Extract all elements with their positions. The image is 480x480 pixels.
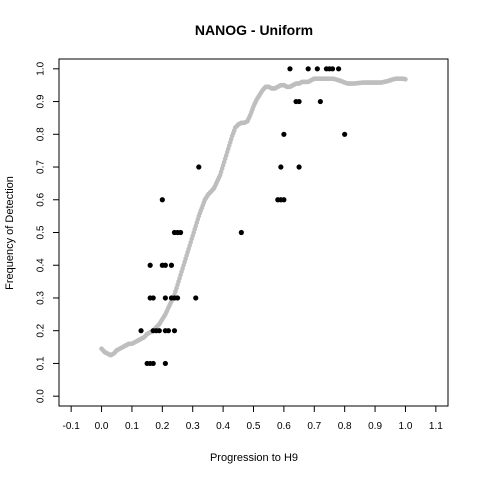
data-point	[296, 164, 302, 170]
data-point	[159, 197, 165, 203]
data-point	[156, 328, 162, 334]
y-tick-label: 0.5	[36, 225, 47, 239]
curve-point	[403, 76, 408, 82]
x-tick-label: 1.1	[429, 421, 443, 432]
data-point	[335, 66, 342, 72]
y-tick-label: 0.4	[36, 258, 47, 272]
y-tick-label: 0.0	[36, 389, 47, 403]
x-tick-label: 1.0	[399, 421, 413, 432]
x-tick-label: 0.3	[186, 421, 200, 432]
y-axis: 0.0 0.1 0.2 0.3 0.4 0.5 0.6 0.7 0.8 0.9 1.0	[36, 61, 59, 403]
data-point	[162, 295, 168, 301]
x-axis: -0.1 0.0 0.1 0.2 0.3 0.4 0.5 0.6 0.7 0.8 0.9 1.0 1.1	[63, 406, 443, 432]
data-point	[150, 360, 156, 367]
x-tick-label: 0.6	[277, 421, 291, 432]
data-point	[281, 131, 287, 137]
data-point	[174, 295, 181, 301]
data-point	[281, 197, 287, 203]
data-point	[147, 262, 153, 268]
y-tick-label: 0.9	[36, 94, 47, 108]
data-point	[342, 131, 348, 137]
data-point	[171, 328, 178, 334]
data-point	[168, 262, 175, 268]
y-tick-label: 0.6	[36, 192, 47, 206]
x-tick-label: 0.2	[155, 421, 169, 432]
y-tick-label: 0.8	[36, 127, 47, 141]
x-tick-label: -0.1	[63, 421, 81, 432]
data-point	[317, 98, 323, 105]
y-tick-label: 1.0	[36, 61, 47, 75]
data-point	[150, 295, 156, 301]
data-point	[162, 262, 168, 268]
x-tick-label: 0.0	[95, 421, 109, 432]
data-point	[296, 98, 302, 105]
x-tick-label: 0.5	[247, 421, 261, 432]
x-axis-label: Progression to H9	[210, 452, 298, 464]
data-point	[138, 328, 144, 334]
data-point	[193, 295, 199, 301]
smoothed-curve-series	[99, 76, 408, 358]
data-point	[329, 66, 336, 72]
data-point	[305, 66, 311, 72]
data-point	[238, 229, 244, 236]
observed-points-series	[138, 66, 348, 367]
data-point	[314, 66, 320, 72]
data-point	[165, 328, 172, 334]
y-tick-label: 0.7	[36, 160, 47, 174]
data-point	[196, 164, 202, 170]
data-point	[287, 66, 293, 72]
y-tick-label: 0.2	[36, 323, 47, 337]
y-tick-label: 0.1	[36, 356, 47, 370]
x-tick-label: 0.1	[125, 421, 139, 432]
data-point	[177, 229, 184, 236]
data-point	[162, 360, 168, 367]
x-tick-label: 0.9	[368, 421, 382, 432]
x-tick-label: 0.7	[307, 421, 321, 432]
data-point	[278, 164, 284, 170]
x-tick-label: 0.4	[216, 421, 230, 432]
y-axis-label: Frequency of Detection	[4, 176, 16, 290]
y-tick-label: 0.3	[36, 291, 47, 305]
x-tick-label: 0.8	[338, 421, 352, 432]
chart-title: NANOG - Uniform	[195, 22, 313, 38]
